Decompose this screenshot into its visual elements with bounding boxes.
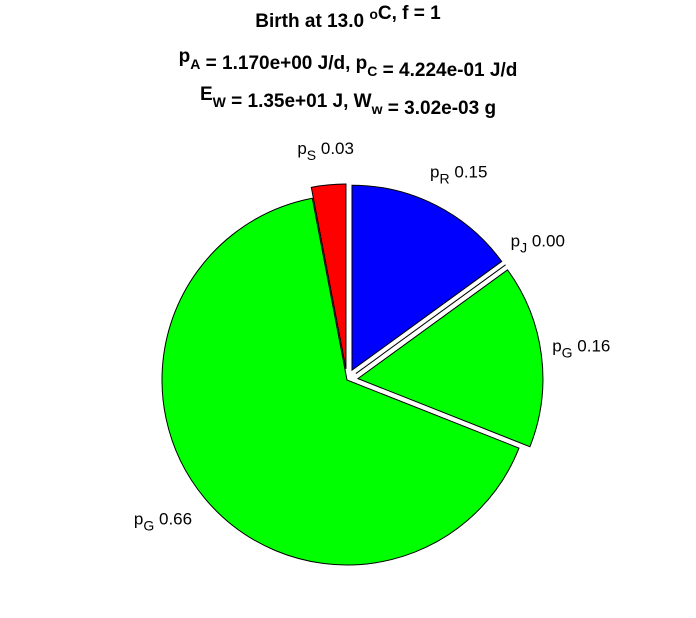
title-subscript: C [367, 63, 377, 79]
title-text: p [179, 46, 191, 67]
title-subscript: w [371, 101, 383, 117]
slice-label: pJ 0.00 [511, 232, 565, 256]
title-subscript: A [190, 56, 200, 72]
slice-label-name: p [552, 337, 561, 356]
slice-label-name: p [297, 139, 306, 158]
chart-title: Birth at 13.0 oC, f = 1 [255, 3, 441, 32]
slice-label-name: p [134, 510, 143, 529]
title-text: = 4.224e-01 J/d [377, 60, 517, 81]
pie-slice [355, 264, 506, 374]
slice-label-name: p [430, 163, 439, 182]
slice-label-subscript: S [307, 147, 316, 163]
slice-value-label: 0.00 [532, 232, 565, 251]
title-subscript: W [213, 94, 227, 110]
slice-label-subscript: G [143, 518, 154, 534]
slice-label-subscript: R [440, 171, 450, 187]
title-text: = 3.02e-03 g [383, 98, 497, 119]
pie-slice [161, 197, 520, 566]
slice-value-label: 0.16 [577, 337, 610, 356]
slice-value-label: 0.03 [321, 139, 354, 158]
pie-slice [356, 269, 544, 448]
slice-label-subscript: G [562, 345, 573, 361]
slice-label: pS 0.03 [297, 139, 354, 163]
title-superscript: o [369, 6, 378, 22]
slice-label: pG 0.66 [134, 510, 192, 534]
slice-label-name: p [511, 232, 520, 251]
slice-label: pG 0.16 [552, 337, 610, 361]
slice-value-label: 0.66 [159, 510, 192, 529]
chart-title: EW = 1.35e+01 J, Ww = 3.02e-03 g [200, 84, 496, 119]
title-text: = 1.170e+00 J/d, p [200, 53, 367, 74]
title-text: E [200, 84, 213, 105]
slice-label-subscript: J [520, 240, 527, 256]
chart-title: pA = 1.170e+00 J/d, pC = 4.224e-01 J/d [179, 46, 518, 81]
slice-label: pR 0.15 [430, 163, 487, 187]
pie-slice [351, 184, 503, 372]
slice-value-label: 0.15 [454, 163, 487, 182]
title-text: = 1.35e+01 J, W [226, 91, 372, 112]
pie-slice [310, 183, 347, 370]
title-text: C, f = 1 [378, 3, 441, 24]
title-text: Birth at 13.0 [255, 11, 369, 32]
